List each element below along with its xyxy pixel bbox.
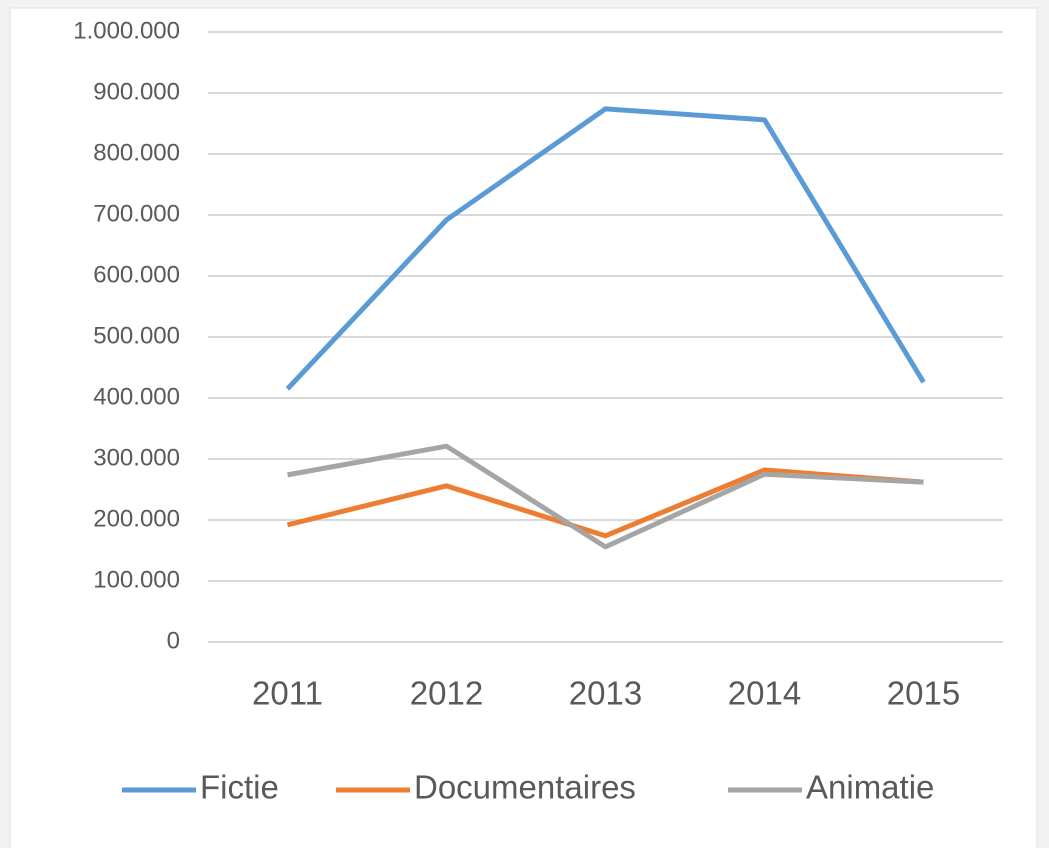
y-tick-label: 200.000 [93,505,180,532]
legend-label: Documentaires [414,769,636,806]
series-line [287,443,924,550]
y-tick-label: 0 [167,627,180,654]
x-tick-label: 2015 [887,675,960,712]
x-tick-label: 2013 [569,675,642,712]
legend-label: Animatie [806,769,934,806]
y-tick-label: 100.000 [93,566,180,593]
x-tick-label: 2012 [410,675,483,712]
series-line [285,106,926,391]
y-tick-label: 900.000 [93,78,180,105]
chart-area [9,7,1038,848]
x-tick-label: 2011 [252,675,323,712]
y-tick-label: 800.000 [93,139,180,166]
y-tick-label: 300.000 [93,444,180,471]
y-tick-label: 1.000.000 [73,17,180,44]
y-tick-label: 700.000 [93,200,180,227]
x-tick-label: 2014 [728,675,801,712]
legend-label: Fictie [200,769,279,806]
y-tick-label: 600.000 [93,261,180,288]
y-tick-label: 400.000 [93,383,180,410]
series-line [286,467,924,539]
y-tick-label: 500.000 [93,322,180,349]
